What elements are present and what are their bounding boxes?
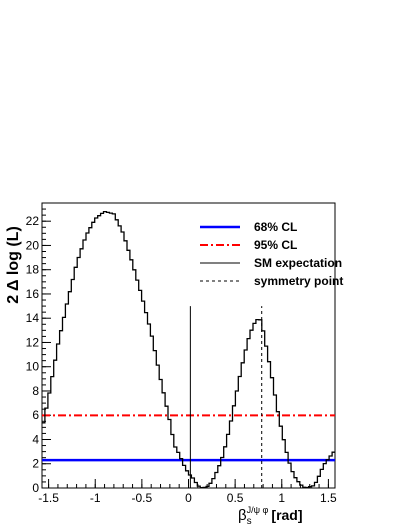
y-tick-label: 8 [32, 384, 39, 398]
y-tick-label: 20 [26, 238, 40, 252]
y-tick-label: 14 [26, 311, 40, 325]
x-tick-label: -1 [90, 491, 101, 505]
y-axis-ticks: 0 2 4 6 8 10 12 14 16 18 20 22 [26, 208, 51, 495]
likelihood-curve [42, 210, 335, 489]
x-axis-ticks: -1.5 -1 -0.5 0 0.5 1 1.5 [38, 479, 337, 505]
x-axis-superscript: J/ψ φ [247, 505, 269, 515]
x-axis-unit: [rad] [271, 507, 302, 523]
x-tick-label: 0.5 [227, 491, 244, 505]
y-tick-label: 0 [32, 481, 39, 495]
legend-cl68-label: 68% CL [254, 220, 297, 234]
x-tick-label: -0.5 [132, 491, 153, 505]
y-tick-label: 12 [26, 335, 40, 349]
x-axis-subscript: s [247, 516, 252, 527]
y-axis-title: 2 Δ log (L) [5, 226, 22, 304]
x-tick-label: -1.5 [38, 491, 59, 505]
legend-symmetry-label: symmetry point [254, 274, 343, 288]
legend: 68% CL 95% CL SM expectation symmetry po… [200, 220, 343, 288]
y-tick-label: 16 [26, 287, 40, 301]
y-tick-label: 4 [32, 432, 39, 446]
legend-cl95-label: 95% CL [254, 238, 297, 252]
y-tick-label: 10 [26, 360, 40, 374]
x-tick-label: 0 [185, 491, 192, 505]
y-tick-label: 2 [32, 457, 39, 471]
x-tick-label: 1 [278, 491, 285, 505]
y-tick-label: 22 [26, 214, 40, 228]
x-axis-symbol: β [238, 507, 247, 524]
legend-sm-label: SM expectation [254, 256, 342, 270]
x-tick-label: 1.5 [320, 491, 337, 505]
y-tick-label: 18 [26, 263, 40, 277]
x-axis-title: βsJ/ψ φ [rad] [238, 505, 303, 527]
y-tick-label: 6 [32, 408, 39, 422]
